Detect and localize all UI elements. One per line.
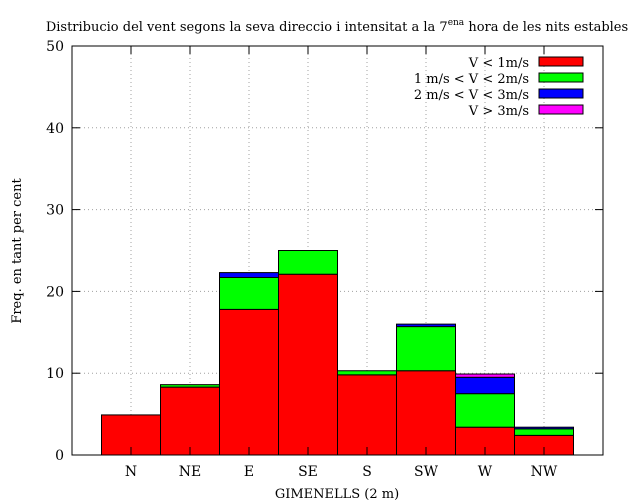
y-tick-label: 0 [55,448,64,464]
legend-label: 2 m/s < V < 3m/s [414,88,529,103]
legend-swatch [538,88,584,99]
y-tick-label: 10 [46,366,64,382]
bar-segment-sw-series-1 [396,370,456,456]
bar-segment-e-series-3 [219,272,279,278]
x-tick-label: W [478,464,493,480]
chart-title: Distribucio del vent segons la seva dire… [46,18,628,35]
bar-segment-w-series-2 [455,393,515,428]
bar-stacks [101,250,574,456]
x-axis-label: GIMENELLS (2 m) [275,487,399,502]
x-tick-label: N [125,464,137,480]
legend-swatch [538,72,584,83]
bar-segment-e-series-1 [219,308,279,456]
bar-segment-s-series-2 [337,370,397,376]
legend-swatch [538,56,584,67]
legend-label: V > 3m/s [468,104,529,119]
legend-label: V < 1m/s [468,56,529,71]
x-tick-label: SE [298,464,318,480]
x-tick-label: NW [531,464,558,480]
y-tick-label: 20 [46,284,64,300]
y-tick-label: 40 [46,121,64,137]
y-axis-label: Freq. en tant per cent [10,178,25,324]
x-tick-label: S [362,464,372,480]
bar-segment-se-series-1 [278,273,338,456]
bar-segment-w-series-3 [455,376,515,395]
x-tick-label: E [244,464,254,480]
bar-segment-w-series-4 [455,373,515,378]
bar-segment-ne-series-1 [160,386,220,456]
x-tick-label: SW [414,464,439,480]
x-axis-ticks: N NE E SE S SW W NW [125,46,558,480]
x-tick-label: NE [179,464,201,480]
bar-segment-e-series-2 [219,276,279,310]
bar-segment-sw-series-3 [396,323,456,328]
y-axis-ticks: 0 10 20 30 40 50 [46,39,603,464]
plot-frame [71,45,604,456]
bar-segment-se-series-2 [278,250,338,275]
y-tick-label: 50 [46,39,64,55]
legend: V < 1m/s1 m/s < V < 2m/s2 m/s < V < 3m/s… [414,56,584,119]
bar-segment-nw-series-3 [514,426,574,430]
bar-segment-sw-series-2 [396,326,456,372]
legend-swatch [538,104,584,115]
y-tick-label: 30 [46,203,64,219]
legend-label: 1 m/s < V < 2m/s [414,72,529,87]
bar-segment-s-series-1 [337,374,397,456]
bar-segment-nw-series-2 [514,428,574,436]
bar-segment-ne-series-2 [160,384,220,388]
